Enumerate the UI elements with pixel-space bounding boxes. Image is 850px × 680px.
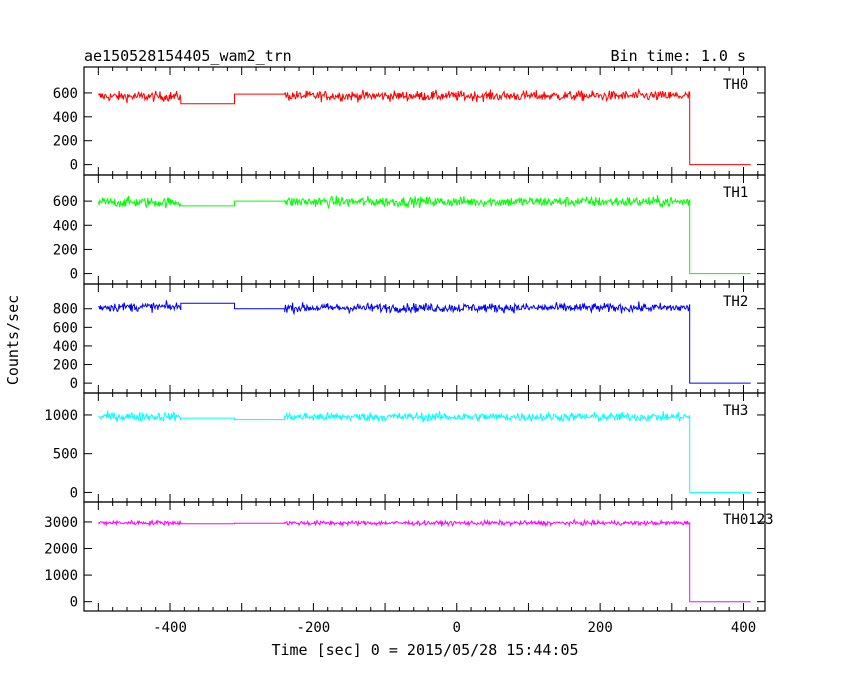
series-line-th2 — [98, 300, 751, 384]
y-tick-label: 400 — [53, 218, 78, 234]
chart-subtitle: Bin time: 1.0 s — [611, 47, 746, 65]
y-tick-label: 200 — [53, 134, 78, 150]
panel-frame — [83, 501, 766, 612]
x-tick-label: -400 — [153, 620, 187, 636]
y-tick-label: 200 — [53, 358, 78, 374]
y-tick-label: 3000 — [44, 515, 78, 531]
panel-frame — [83, 283, 766, 394]
chart-title: ae150528154405_wam2_trn — [84, 47, 292, 65]
x-tick-label: 200 — [587, 620, 612, 636]
y-tick-label: 0 — [70, 267, 78, 283]
panels: 0 200 400 600 TH0 0 200 400 600 TH1 0 200 400 600 800 T… — [44, 66, 774, 636]
y-tick-label: 400 — [53, 110, 78, 126]
y-tick-label: 0 — [70, 158, 78, 174]
panel-th0123: 0 1000 2000 3000 TH0123 — [44, 501, 774, 612]
channel-label: TH0123 — [723, 512, 774, 528]
x-tick-label: 0 — [453, 620, 461, 636]
panel-frame — [83, 66, 766, 176]
y-tick-label: 1000 — [44, 408, 78, 424]
y-tick-label: 500 — [53, 447, 78, 463]
channel-label: TH1 — [723, 185, 748, 201]
y-tick-label: 2000 — [44, 542, 78, 558]
y-tick-label: 800 — [53, 302, 78, 318]
panel-th3: 0 500 1000 TH3 — [44, 392, 766, 503]
x-axis-label: Time [sec] 0 = 2015/05/28 15:44:05 — [271, 641, 578, 659]
panel-frame — [83, 392, 766, 503]
y-tick-label: 1000 — [44, 568, 78, 584]
y-tick-label: 600 — [53, 194, 78, 210]
series-line-th0123 — [97, 518, 751, 603]
x-tick-label: -200 — [297, 620, 331, 636]
channel-label: TH3 — [723, 403, 748, 419]
y-tick-label: 600 — [53, 86, 78, 102]
panel-frame — [83, 174, 766, 285]
panel-th0: 0 200 400 600 TH0 — [53, 66, 766, 176]
panel-th1: 0 200 400 600 TH1 — [53, 174, 766, 285]
series-line-th0 — [97, 87, 751, 166]
y-tick-label: 600 — [53, 320, 78, 336]
y-tick-label: 200 — [53, 242, 78, 258]
channel-label: TH0 — [723, 77, 748, 93]
series-line-th1 — [97, 195, 751, 275]
channel-label: TH2 — [723, 294, 748, 310]
y-tick-label: 400 — [53, 339, 78, 355]
y-tick-label: 0 — [70, 485, 78, 501]
series-line-th3 — [97, 410, 751, 493]
y-tick-label: 0 — [70, 376, 78, 392]
y-axis-label: Counts/sec — [4, 295, 22, 385]
y-tick-label: 0 — [70, 595, 78, 611]
x-tick-label: 400 — [731, 620, 756, 636]
panel-th2: 0 200 400 600 800 TH2 — [53, 283, 766, 394]
